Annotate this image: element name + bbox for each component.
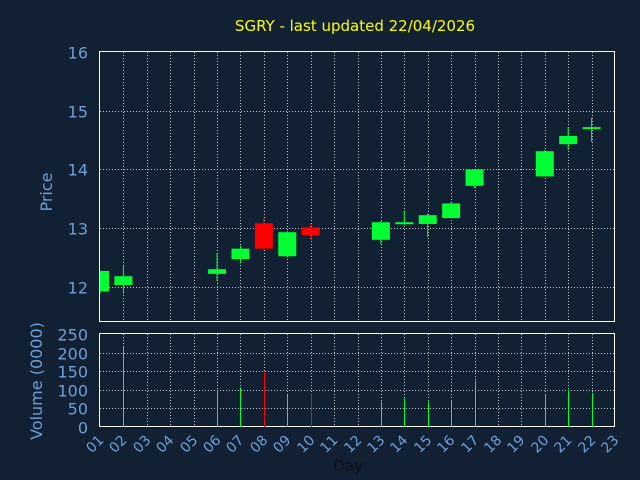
price-tick-label: 12 xyxy=(68,279,88,298)
x-tick-label: 16 xyxy=(434,432,458,456)
candle-02 xyxy=(114,266,133,294)
candle-body xyxy=(582,127,601,130)
x-tick-label: 17 xyxy=(458,433,482,457)
candle-07 xyxy=(231,245,250,264)
x-tick-label: 09 xyxy=(270,433,294,457)
price-tick-label: 13 xyxy=(68,220,88,239)
candle-08 xyxy=(254,218,273,251)
candle-body xyxy=(418,215,437,224)
candle-01 xyxy=(100,270,109,294)
x-axis-label: Day xyxy=(333,457,363,475)
x-tick-label: 03 xyxy=(130,433,154,457)
candle-body xyxy=(465,169,484,186)
candle-10 xyxy=(301,223,320,240)
x-tick-label: 07 xyxy=(223,433,247,457)
candle-09 xyxy=(278,231,297,258)
volume-tick-label: 0 xyxy=(78,419,88,438)
x-tick-label: 22 xyxy=(575,433,599,457)
frame-layer xyxy=(99,51,615,427)
x-tick-label: 18 xyxy=(481,433,505,457)
volume-tick-label: 150 xyxy=(57,363,88,382)
candle-15 xyxy=(418,213,437,237)
price-tick-label: 14 xyxy=(68,161,88,180)
price-panel-frame xyxy=(99,51,615,322)
x-tick-label: 06 xyxy=(200,432,224,456)
candle-body xyxy=(301,227,320,236)
price-tick-label: 16 xyxy=(68,44,88,63)
x-tick-label: 19 xyxy=(504,433,528,457)
volume-tick-label: 200 xyxy=(57,345,88,364)
candle-body xyxy=(395,222,414,225)
candle-body xyxy=(442,203,461,219)
candle-body xyxy=(559,135,578,145)
price-axis-label: Price xyxy=(37,172,56,211)
candle-body xyxy=(100,270,109,292)
x-tick-label: 02 xyxy=(106,433,130,457)
candle-body xyxy=(535,151,554,177)
volume-panel-frame xyxy=(99,333,615,427)
candle-13 xyxy=(371,221,390,245)
volume-tick-label: 100 xyxy=(57,382,88,401)
candle-body xyxy=(231,248,250,260)
candle-layer xyxy=(100,117,601,294)
x-tick-label: 13 xyxy=(364,433,388,457)
x-tick-label: 04 xyxy=(153,432,177,456)
x-tick-label: 21 xyxy=(551,433,575,457)
x-tick-label: 10 xyxy=(294,433,318,457)
candle-body xyxy=(254,223,273,249)
x-tick-label: 14 xyxy=(387,432,411,456)
candle-body xyxy=(278,232,297,257)
candle-body xyxy=(208,269,227,274)
candle-17 xyxy=(465,169,484,189)
volume-layer xyxy=(123,345,593,427)
x-tick-label: 08 xyxy=(247,433,271,457)
x-tick-label: 15 xyxy=(411,433,435,457)
volume-tick-label: 250 xyxy=(57,326,88,345)
grid-layer xyxy=(100,52,615,427)
candle-21 xyxy=(559,127,578,151)
candle-06 xyxy=(208,253,227,281)
label-layer: SGRY - last updated 22/04/2026 Price Vol… xyxy=(27,17,622,475)
x-tick-label: 05 xyxy=(177,433,201,457)
candle-14 xyxy=(395,210,414,226)
candle-body xyxy=(371,222,390,240)
candle-22 xyxy=(582,117,601,142)
x-tick-label: 12 xyxy=(341,433,365,457)
volume-axis-label: Volume (0000) xyxy=(27,322,46,440)
x-tick-label: 20 xyxy=(528,433,552,457)
price-tick-label: 15 xyxy=(68,103,88,122)
candle-20 xyxy=(535,150,554,177)
x-tick-label: 23 xyxy=(598,433,622,457)
volume-tick-label: 50 xyxy=(68,400,88,419)
x-tick-label: 11 xyxy=(317,433,341,457)
candle-body xyxy=(114,276,133,286)
candle-16 xyxy=(442,201,461,219)
chart-title: SGRY - last updated 22/04/2026 xyxy=(235,17,475,35)
